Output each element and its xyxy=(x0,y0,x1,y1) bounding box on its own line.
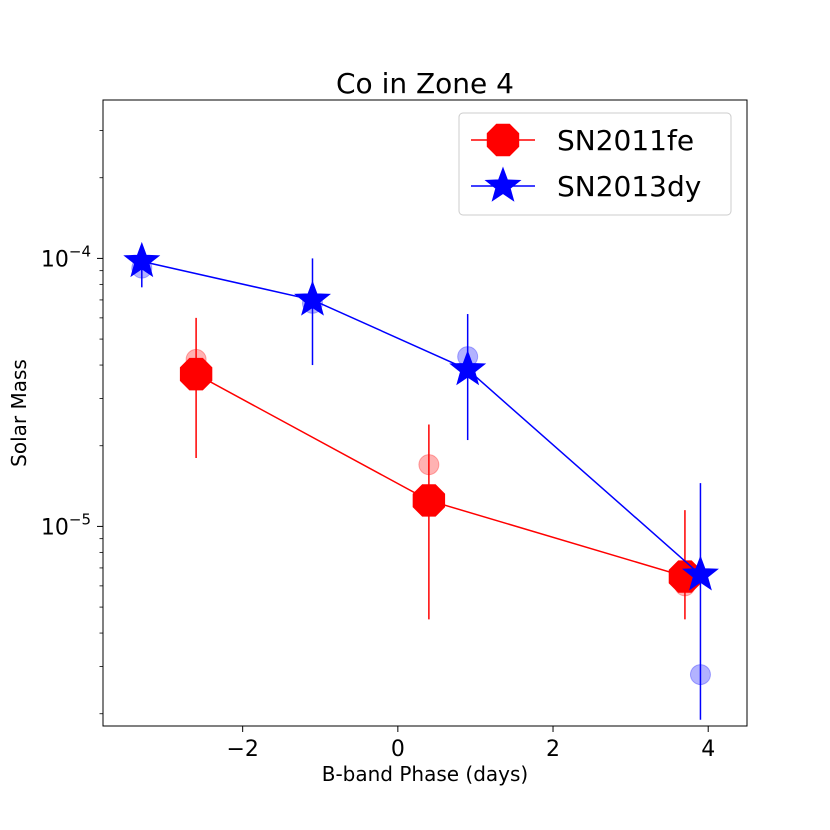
x-axis-label: B-band Phase (days) xyxy=(322,762,529,786)
x-tick-label-2: 0 xyxy=(391,737,405,762)
x-tick-label-4: 4 xyxy=(701,737,715,762)
y-tick-label-1: 10−4 xyxy=(41,242,91,272)
plot-layer xyxy=(123,241,719,720)
legend-marker-sn2013dy xyxy=(484,166,522,202)
x-tick-label-1: −2 xyxy=(226,737,258,762)
x-tick-label-3: 2 xyxy=(546,737,560,762)
y-axis: 10−4 10−5 xyxy=(41,130,103,715)
y-tick-label-2: 10−5 xyxy=(41,510,91,540)
plot-frame xyxy=(102,99,748,727)
x-axis: −2 0 2 4 xyxy=(226,726,715,762)
legend-label-sn2011fe: SN2011fe xyxy=(557,124,694,157)
legend: SN2011fe SN2013dy xyxy=(458,112,732,216)
legend-label-sn2013dy: SN2013dy xyxy=(557,170,701,203)
sn2011fe-point-1 xyxy=(179,357,213,391)
sn2013dy-point-2 xyxy=(293,280,331,316)
chart-title: Co in Zone 4 xyxy=(336,67,514,100)
series-sn2013dy xyxy=(123,241,719,720)
sn2013dy-point-4 xyxy=(681,555,719,591)
legend-marker-sn2011fe xyxy=(486,123,520,157)
sn2013dy-point-3 xyxy=(449,350,487,386)
sn2013dy-line xyxy=(141,260,701,576)
legend-box xyxy=(458,112,732,216)
sn2011fe-point-2 xyxy=(412,484,446,517)
sn2013dy-point-1 xyxy=(123,241,161,278)
y-axis-label: Solar Mass xyxy=(7,359,31,467)
